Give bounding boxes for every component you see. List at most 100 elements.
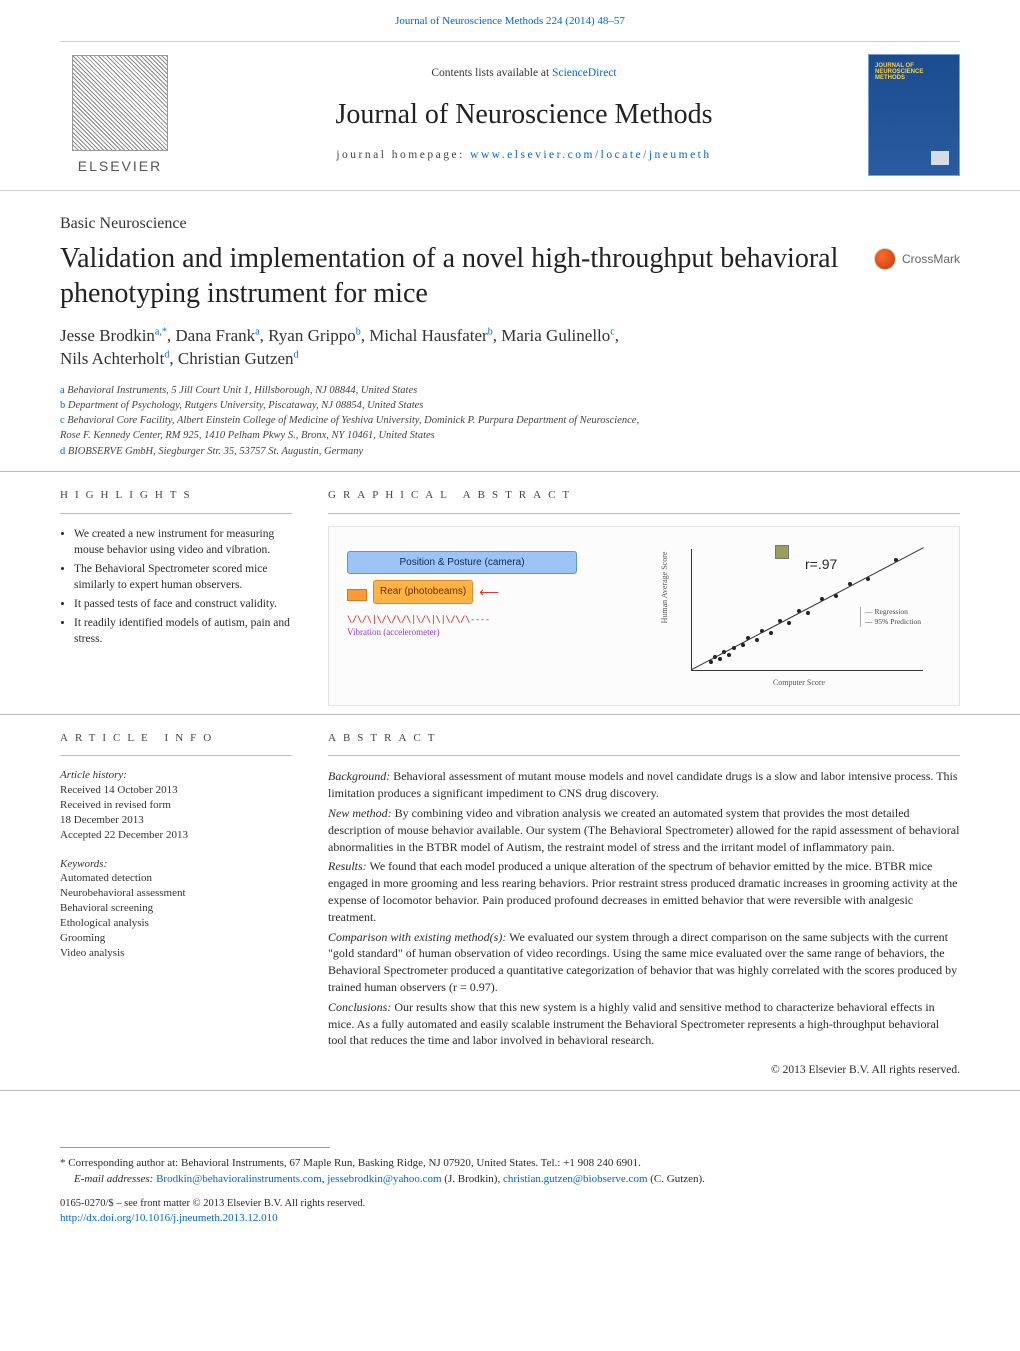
keyword: Behavioral screening [60,901,292,916]
affil-b: b Department of Psychology, Rutgers Univ… [60,398,960,413]
cover-label: JOURNAL OF NEUROSCIENCE METHODS [875,63,923,82]
author-7-affil[interactable]: d [294,349,299,360]
email-2[interactable]: jessebrodkin@yahoo.com [327,1173,441,1185]
ga-scatter-point [727,653,731,657]
email-line: E-mail addresses: Brodkin@behavioralinst… [60,1172,960,1188]
keyword: Grooming [60,931,292,946]
author-3-affil[interactable]: b [356,326,361,337]
article-history: Article history: Received 14 October 201… [60,768,292,842]
abstract-p3-text: We found that each model produced a uniq… [328,859,957,923]
affiliations: a Behavioral Instruments, 5 Jill Court U… [0,379,1020,472]
author-7: Christian Gutzen [178,349,294,368]
paper-title: Validation and implementation of a novel… [60,242,862,310]
history-revised: Received in revised form [60,798,292,813]
abstract-p1: Background: Behavioral assessment of mut… [328,768,960,802]
crossmark-label: CrossMark [902,251,960,267]
graphical-abstract-figure: Position & Posture (camera) Rear (photob… [328,526,960,706]
keywords-block: Keywords: Automated detection Neurobehav… [60,857,292,961]
author-3: Ryan Grippo [268,326,356,345]
highlight-item: The Behavioral Spectrometer scored mice … [74,561,292,593]
corr-rule [60,1147,330,1154]
affil-b-text: Department of Psychology, Rutgers Univer… [68,400,424,411]
doi-link[interactable]: http://dx.doi.org/10.1016/j.jneumeth.201… [60,1212,278,1224]
abstract-p2-text: By combining video and vibration analysi… [328,806,959,854]
history-revised-date: 18 December 2013 [60,813,292,828]
ga-camera-box: Position & Posture (camera) [347,551,577,575]
affil-c: c Behavioral Core Facility, Albert Einst… [60,413,960,428]
affil-c2: Rose F. Kennedy Center, RM 925, 1410 Pel… [60,428,960,443]
running-head-link[interactable]: Journal of Neuroscience Methods 224 (201… [395,15,625,27]
affil-a: a Behavioral Instruments, 5 Jill Court U… [60,383,960,398]
history-head: Article history: [60,768,292,783]
highlight-item: We created a new instrument for measurin… [74,526,292,558]
affil-d-text: BIOBSERVE GmbH, Siegburger Str. 35, 5375… [68,446,363,457]
author-1: Jesse Brodkin [60,326,155,345]
highlights-ga-row: HIGHLIGHTS We created a new instrument f… [0,472,1020,715]
journal-cover-thumb: JOURNAL OF NEUROSCIENCE METHODS [868,54,960,176]
email-1[interactable]: Brodkin@behavioralinstruments.com [156,1173,322,1185]
abstract-p2: New method: By combining video and vibra… [328,805,960,855]
ga-legend-1: Regression [875,607,908,616]
author-6: Nils Achterholt [60,349,164,368]
author-2: Dana Frank [175,326,255,345]
info-abstract-row: ARTICLE INFO Article history: Received 1… [0,715,1020,1092]
ga-xlabel: Computer Score [773,678,825,689]
email-3[interactable]: christian.gutzen@biobserve.com [503,1173,648,1185]
abstract-heading: ABSTRACT [328,731,960,757]
publisher-logo-block: ELSEVIER [60,54,180,176]
doi-line: http://dx.doi.org/10.1016/j.jneumeth.201… [60,1211,960,1227]
history-accepted: Accepted 22 December 2013 [60,828,292,843]
issn-line: 0165-0270/$ – see front matter © 2013 El… [60,1196,960,1211]
author-6-affil[interactable]: d [164,349,169,360]
graphical-abstract-heading: GRAPHICAL ABSTRACT [328,488,960,514]
author-1-affil[interactable]: a,* [155,326,167,337]
ga-legend-2: 95% Prediction [875,617,921,626]
corr-text: Corresponding author at: Behavioral Inst… [66,1157,641,1169]
journal-title: Journal of Neuroscience Methods [180,96,868,134]
footer: * Corresponding author at: Behavioral In… [0,1091,1020,1247]
abstract-p4: Comparison with existing method(s): We e… [328,929,960,996]
ga-scatter-point [787,621,791,625]
ga-camera-icon [347,589,367,601]
masthead: ELSEVIER Contents lists available at Sci… [0,42,1020,191]
abstract-p1-text: Behavioral assessment of mutant mouse mo… [328,769,958,800]
article-info-col: ARTICLE INFO Article history: Received 1… [60,731,292,1079]
abstract-p5: Conclusions: Our results show that this … [328,999,960,1049]
crossmark-badge-group[interactable]: CrossMark [874,248,960,270]
author-5-affil[interactable]: c [610,326,614,337]
sciencedirect-link[interactable]: ScienceDirect [552,67,617,79]
ga-scatter-point [769,631,773,635]
homepage-link[interactable]: www.elsevier.com/locate/jneumeth [470,149,711,161]
title-row: Validation and implementation of a novel… [0,240,1020,310]
elsevier-tree-icon [72,55,168,151]
author-2-affil[interactable]: a [255,326,259,337]
ga-r-value: r=.97 [805,555,837,574]
ga-accelerometer-label: Vibration (accelerometer) [347,626,577,638]
cover-label-1: JOURNAL OF [875,63,914,69]
abstract-p2-label: New method: [328,806,392,820]
elsevier-wordmark: ELSEVIER [78,157,162,176]
ga-waveform: \/\/\|\/\/\/\|\/\|\|\/\/\---- [347,614,577,626]
ga-legend: — Regression --- 95% Prediction [860,607,921,627]
ga-scatter-point [755,638,759,642]
corresponding-author: * Corresponding author at: Behavioral In… [60,1156,960,1172]
homepage-line: journal homepage: www.elsevier.com/locat… [180,148,868,164]
running-head: Journal of Neuroscience Methods 224 (201… [0,0,1020,33]
section-label: Basic Neuroscience [0,191,1020,241]
highlights-list: We created a new instrument for measurin… [60,526,292,648]
graphical-abstract-col: GRAPHICAL ABSTRACT Position & Posture (c… [328,488,960,706]
ga-ylabel: Human Average Score [660,551,671,623]
abstract-p5-text: Our results show that this new system is… [328,1000,939,1048]
affil-a-text: Behavioral Instruments, 5 Jill Court Uni… [67,385,417,396]
ga-scatter-point [718,657,722,661]
ga-arrow-icon: ⟵ [479,585,499,604]
author-5: Maria Gulinello [501,326,610,345]
highlights-col: HIGHLIGHTS We created a new instrument f… [60,488,292,706]
abstract-p1-label: Background: [328,769,390,783]
abstract-p3: Results: We found that each model produc… [328,858,960,925]
email-label: E-mail addresses: [74,1173,156,1185]
cover-label-3: METHODS [875,75,905,81]
abstract-p3-label: Results: [328,859,367,873]
crossmark-icon [874,248,896,270]
author-4-affil[interactable]: b [488,326,493,337]
